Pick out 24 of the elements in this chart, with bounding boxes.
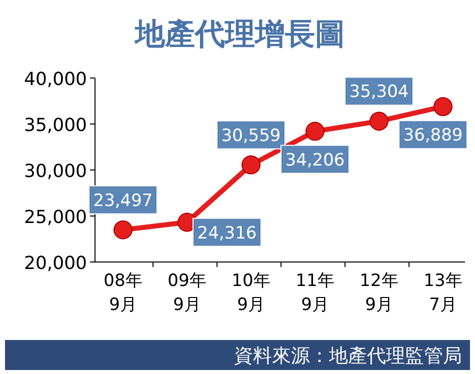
data-label: 36,889	[403, 126, 463, 146]
y-tick-label: 25,000	[24, 207, 87, 228]
y-tick-label: 20,000	[24, 253, 87, 274]
data-label: 35,304	[349, 82, 409, 102]
chart-title: 地產代理增長圖	[133, 17, 345, 52]
x-tick-label: 12年 9月	[360, 271, 398, 315]
x-tick-label: 09年 9月	[168, 271, 206, 315]
point	[242, 155, 260, 174]
y-tick-label: 35,000	[24, 115, 87, 136]
point	[434, 97, 452, 116]
x-tick-label: 11年 9月	[296, 271, 334, 315]
x-tick-label: 10年 9月	[232, 271, 270, 315]
y-tick-label: 30,000	[24, 161, 87, 182]
data-label: 23,497	[93, 190, 153, 211]
point	[306, 122, 324, 141]
x-tick-label: 08年 9月	[104, 271, 142, 315]
data-label: 30,559	[221, 126, 281, 146]
data-label: 34,206	[285, 150, 345, 170]
x-tick-label: 13年 7月	[424, 271, 462, 315]
point	[114, 220, 132, 240]
y-tick-label: 40,000	[24, 69, 87, 90]
data-label: 24,316	[197, 223, 257, 244]
point	[370, 112, 388, 131]
source-note: 資料來源：地產代理監管局	[234, 345, 462, 367]
